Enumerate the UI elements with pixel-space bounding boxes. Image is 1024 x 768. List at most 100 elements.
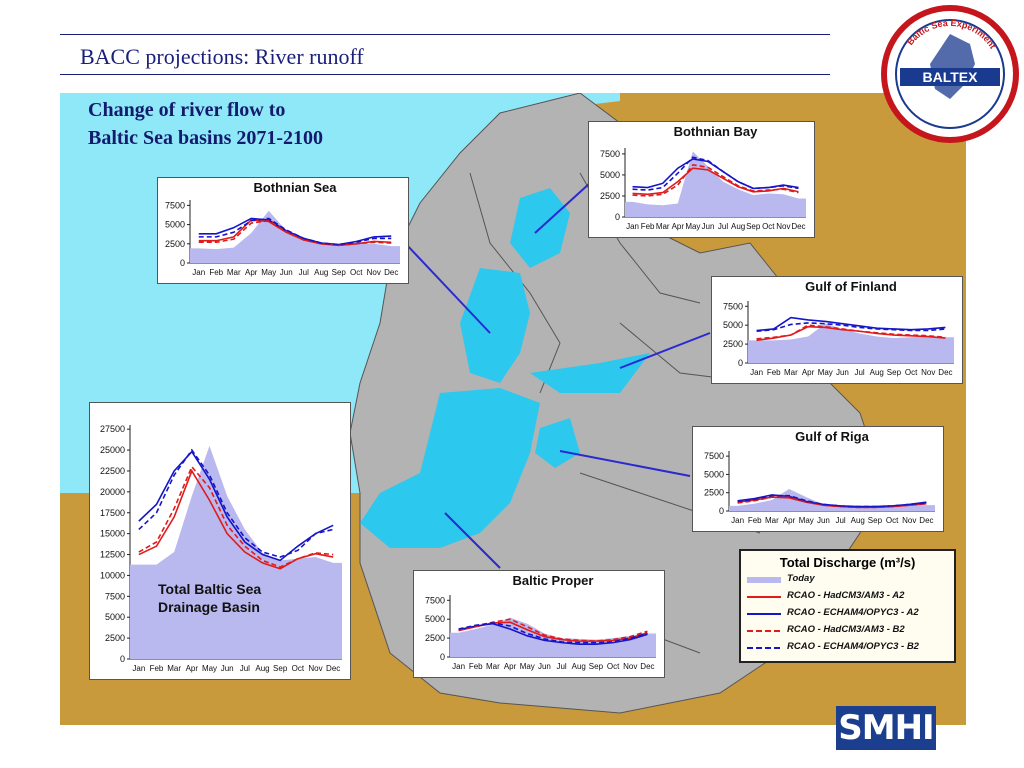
x-tick-label: Dec	[326, 664, 340, 673]
series-line	[138, 469, 334, 570]
chart-panel-baltic-proper: Baltic Proper 0 2500 5000 7500 Jan Feb Mar Apr Ma…	[413, 570, 665, 678]
x-tick-label: Apr	[245, 268, 258, 277]
series-line	[138, 448, 334, 558]
x-tick-label: Aug	[255, 664, 269, 673]
y-tick-label: 5000	[165, 220, 185, 230]
map-title-line1: Change of river flow to	[88, 99, 286, 121]
x-tick-label: May	[261, 268, 276, 277]
x-tick-label: Nov	[776, 222, 790, 231]
chart-svg: Bothnian Sea 0 2500 5000 7500 Jan Feb Mar Apr May…	[165, 180, 400, 277]
y-tick-label: 7500	[105, 591, 125, 601]
chart-svg: Gulf of Riga 0 2500 5000 7500 Jan Feb Mar Apr May…	[704, 429, 935, 525]
y-tick-label: 12500	[100, 550, 125, 560]
y-tick-label: 2500	[600, 191, 620, 201]
country-borders	[469, 172, 761, 654]
x-tick-label: Sep	[589, 662, 604, 671]
x-tick-label: Oct	[762, 222, 775, 231]
x-tick-label: Jan	[132, 664, 145, 673]
chart-panel-gulf-of-finland: Gulf of Finland 0 2500 5000 7500 Jan Feb Mar Apr…	[711, 276, 963, 384]
y-tick-label: 17500	[100, 508, 125, 518]
y-tick-label: 5000	[723, 320, 743, 330]
x-tick-label: Jun	[836, 368, 849, 377]
x-tick-label: Sep	[332, 268, 347, 277]
series-line	[138, 450, 334, 562]
series-line	[632, 156, 799, 191]
series-line	[458, 622, 648, 644]
gulf-of-finland-water	[530, 353, 650, 393]
x-tick-label: Apr	[783, 516, 796, 525]
y-tick-label: 7500	[723, 301, 743, 311]
x-tick-label: Mar	[167, 664, 181, 673]
x-tick-label: Apr	[186, 664, 199, 673]
title-rule-top	[60, 34, 830, 35]
y-tick-label: 0	[738, 358, 743, 368]
x-tick-label: Jan	[452, 662, 465, 671]
x-tick-label: Aug	[314, 268, 328, 277]
pointer-baltic-proper	[444, 512, 501, 569]
y-tick-label: 0	[180, 258, 185, 268]
y-tick-label: 0	[440, 652, 445, 662]
x-tick-label: May	[818, 368, 833, 377]
x-tick-label: Dec	[919, 516, 933, 525]
chart-svg: 0 2500 5000 7500 10000 12500 15000 17500 20000 22…	[100, 424, 342, 673]
chart-title: Bothnian Sea	[253, 180, 337, 195]
y-tick-label: 5000	[704, 469, 724, 479]
chart-title-line2: Drainage Basin	[158, 599, 260, 615]
y-tick-label: 2500	[165, 239, 185, 249]
chart-panel-gulf-of-riga: Gulf of Riga 0 2500 5000 7500 Jan Feb Mar Apr May…	[692, 426, 944, 532]
bothnian-sea-water	[460, 268, 530, 383]
legend: Total Discharge (m³/s) Today RCAO - HadCM…	[739, 549, 956, 663]
y-tick-label: 7500	[704, 451, 724, 461]
x-tick-label: Feb	[641, 222, 655, 231]
x-tick-label: Jul	[835, 516, 845, 525]
title-rule-bottom	[60, 74, 830, 75]
x-tick-label: Feb	[469, 662, 483, 671]
y-tick-label: 7500	[165, 200, 185, 210]
y-tick-label: 5000	[600, 170, 620, 180]
x-tick-label: Aug	[731, 222, 745, 231]
series-line	[138, 465, 334, 568]
x-tick-label: Sep	[746, 222, 761, 231]
series-today-area	[748, 323, 954, 363]
x-tick-label: Jan	[192, 268, 205, 277]
x-tick-label: Nov	[623, 662, 637, 671]
x-tick-label: Oct	[905, 368, 918, 377]
x-tick-label: Sep	[273, 664, 288, 673]
chart-panel-bothnian-bay: Bothnian Bay 0 2500 5000 7500 Jan Feb Mar Apr May…	[588, 121, 815, 238]
x-tick-label: Sep	[887, 368, 902, 377]
series-line	[632, 163, 799, 197]
chart-svg: Bothnian Bay 0 2500 5000 7500 Jan Feb Mar Apr May…	[600, 124, 806, 231]
legend-label: RCAO - ECHAM4/OPYC3 - A2	[787, 607, 919, 618]
x-tick-label: Sep	[868, 516, 883, 525]
y-tick-label: 2500	[723, 339, 743, 349]
x-tick-label: Jul	[854, 368, 864, 377]
x-tick-label: Oct	[886, 516, 899, 525]
x-tick-label: Aug	[851, 516, 865, 525]
legend-label: RCAO - ECHAM4/OPYC3 - B2	[787, 641, 919, 652]
series-line	[737, 494, 927, 508]
y-tick-label: 22500	[100, 466, 125, 476]
legend-title: Total Discharge (m³/s)	[779, 555, 916, 570]
series-line	[458, 622, 648, 645]
series-line	[756, 316, 946, 332]
y-tick-label: 7500	[600, 149, 620, 159]
x-tick-label: Mar	[486, 662, 500, 671]
x-tick-label: Feb	[748, 516, 762, 525]
x-tick-label: Apr	[504, 662, 517, 671]
x-tick-label: Dec	[791, 222, 805, 231]
x-tick-label: Aug	[870, 368, 884, 377]
chart-title: Total Baltic Sea	[158, 581, 261, 597]
y-tick-label: 0	[719, 506, 724, 516]
series-today-area	[625, 151, 806, 217]
x-tick-label: Jul	[240, 664, 250, 673]
x-tick-label: Jan	[731, 516, 744, 525]
series-line	[198, 217, 392, 246]
x-tick-label: Nov	[308, 664, 322, 673]
series-line	[198, 219, 392, 247]
x-tick-label: Apr	[802, 368, 815, 377]
chart-panel-bothnian-sea: Bothnian Sea 0 2500 5000 7500 Jan Feb Mar Apr May…	[157, 177, 409, 284]
x-tick-label: Jan	[750, 368, 763, 377]
x-tick-label: Mar	[227, 268, 241, 277]
x-tick-label: Feb	[767, 368, 781, 377]
y-tick-label: 5000	[105, 612, 125, 622]
